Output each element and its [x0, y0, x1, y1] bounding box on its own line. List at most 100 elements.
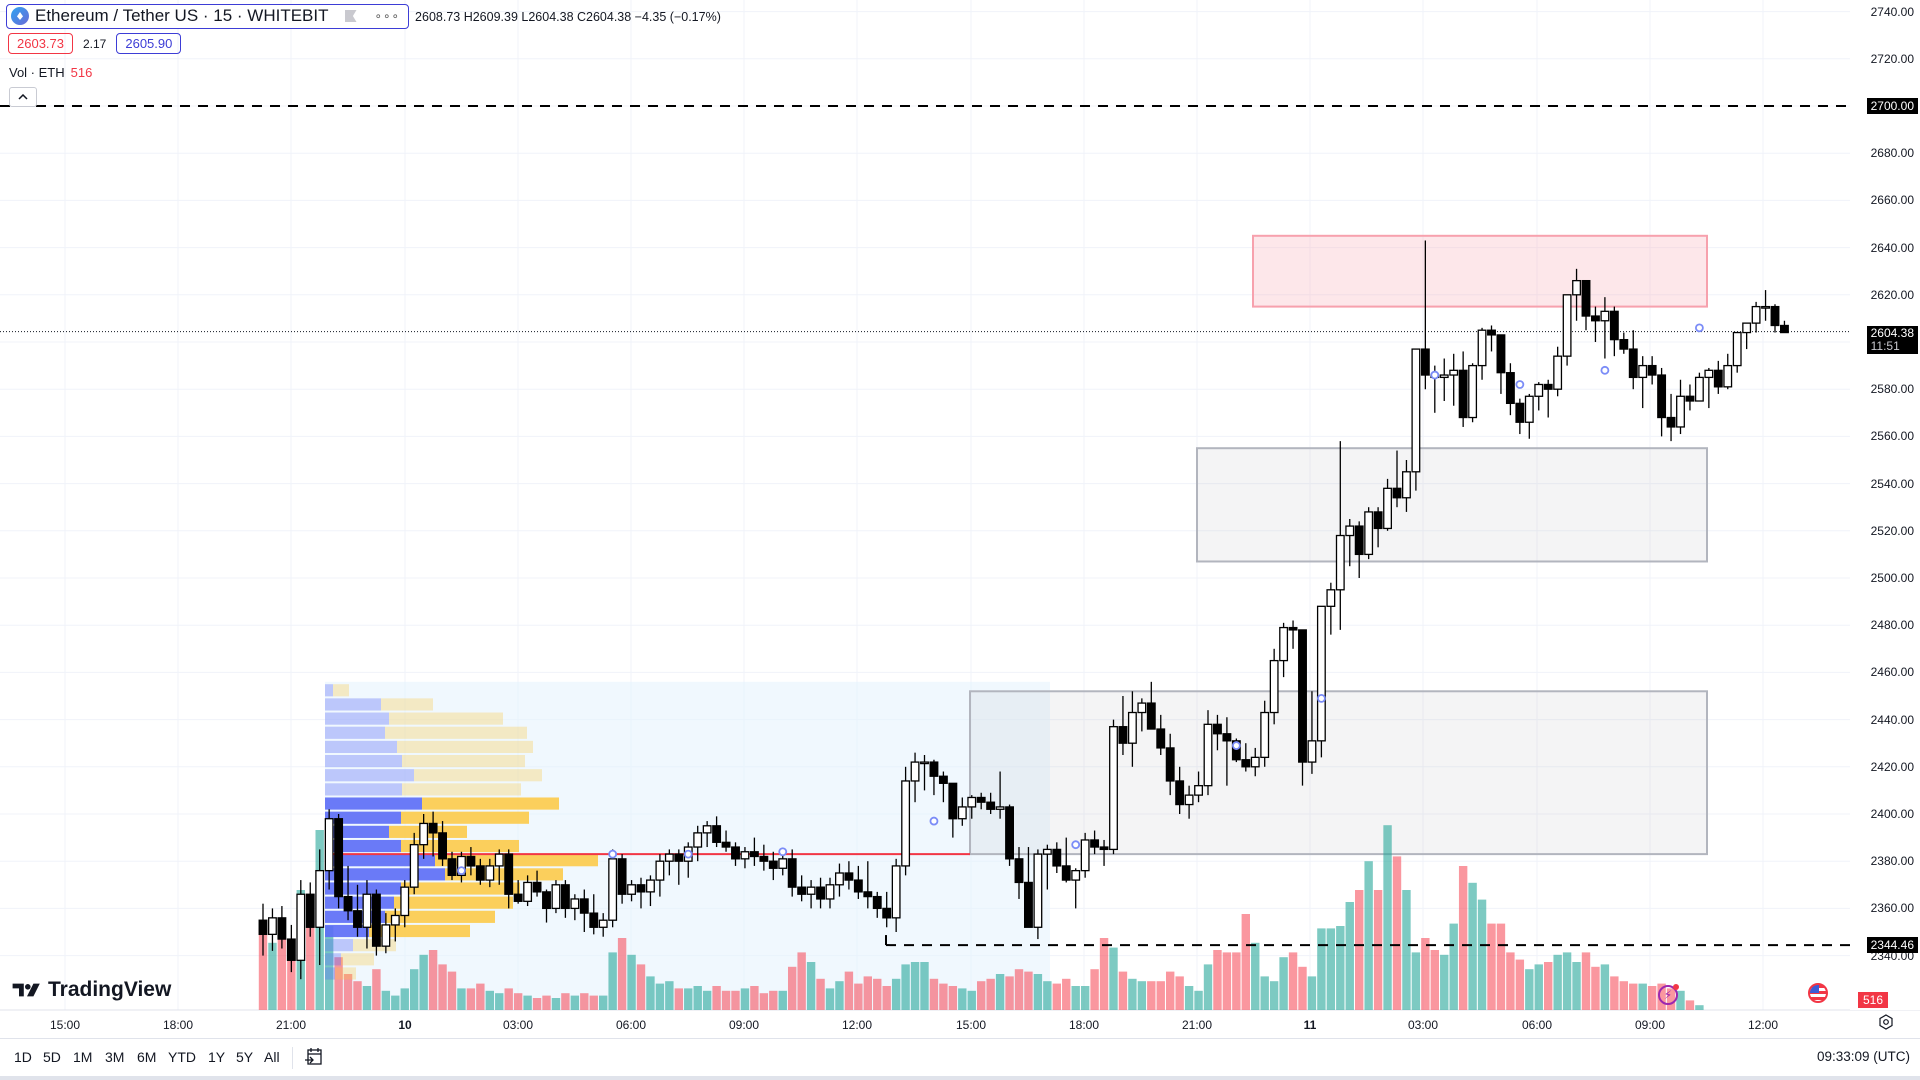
candle	[948, 782, 958, 820]
candle	[1543, 383, 1553, 390]
volume-bar	[324, 926, 334, 1010]
dividend-marker-icon[interactable]	[1515, 380, 1525, 389]
dividend-marker-icon[interactable]	[1317, 693, 1326, 703]
us-economic-event-icon[interactable]	[1808, 983, 1828, 1003]
candle	[1770, 305, 1780, 327]
range-button-1d[interactable]: 1D	[14, 1049, 32, 1065]
candle	[466, 855, 476, 867]
candle	[929, 761, 939, 777]
volume-bar	[863, 976, 872, 1010]
time-axis-label: 11	[1303, 1018, 1317, 1032]
dividend-marker-icon[interactable]	[608, 849, 618, 859]
dividend-marker-icon[interactable]	[778, 847, 788, 857]
price-axis-bg	[1850, 0, 1920, 1010]
dividend-marker-icon[interactable]	[683, 849, 693, 859]
candle	[334, 818, 344, 898]
candle	[995, 806, 1005, 810]
candle	[1402, 471, 1411, 499]
range-button-5y[interactable]: 5Y	[236, 1049, 254, 1065]
volume-profile-up-bar	[325, 755, 402, 768]
time-axis[interactable]: 15:00 18:00 21:00 10 03:00 06:00 09:00 12:00 15:…	[0, 1010, 1920, 1038]
volume-profile-up-bar	[325, 698, 381, 711]
volume-bar	[1572, 962, 1581, 1010]
volume-bar	[1241, 914, 1250, 1010]
candle	[1638, 364, 1648, 379]
collapse-legend-button[interactable]	[9, 87, 37, 107]
time-axis-label: 12:00	[1747, 1018, 1779, 1032]
candle	[1704, 369, 1714, 379]
candle	[1477, 329, 1487, 367]
volume-bar	[1118, 971, 1128, 1010]
volume-profile-up-bar	[325, 684, 333, 697]
dividend-marker-icon[interactable]	[1231, 741, 1241, 750]
candle	[1449, 369, 1459, 376]
more-options-icon[interactable]: ∘∘∘	[374, 9, 401, 23]
candle	[1127, 711, 1137, 744]
tradingview-logo[interactable]: TradingView	[12, 978, 171, 1002]
candle	[258, 919, 268, 936]
price-tag-2344: 2344.46	[1866, 937, 1918, 954]
candle	[1269, 659, 1279, 714]
time-axis-label: 12:00	[841, 1018, 873, 1032]
dividend-marker-icon[interactable]	[929, 816, 939, 826]
price-axis-label: 2660.00	[1870, 193, 1914, 208]
volume-bar	[1487, 923, 1496, 1010]
flag-icon[interactable]	[344, 10, 357, 22]
volume-bar	[268, 942, 277, 1010]
dividend-marker-icon[interactable]	[457, 866, 466, 876]
candle	[1581, 279, 1591, 317]
dividend-marker-icon[interactable]	[1430, 370, 1440, 380]
supply-zone[interactable]	[1252, 234, 1708, 308]
volume-bar	[1458, 866, 1468, 1010]
dividend-marker-icon[interactable]	[1695, 323, 1704, 333]
candle	[475, 865, 485, 881]
sell-price-button[interactable]: 2603.73	[8, 33, 73, 54]
candle	[627, 884, 636, 895]
volume-profile-up-bar	[325, 769, 414, 782]
volume-bar	[1411, 952, 1421, 1010]
price-axis-label: 2360.00	[1870, 901, 1914, 916]
range-button-3m[interactable]: 3M	[105, 1049, 125, 1065]
volume-profile-down-bar	[394, 896, 513, 909]
price-axis-label: 2520.00	[1870, 523, 1914, 538]
candle	[286, 938, 296, 961]
volume-bar	[674, 988, 683, 1010]
volume-bar	[1326, 928, 1336, 1010]
candle	[1080, 839, 1090, 872]
buy-price-button[interactable]: 2605.90	[116, 33, 182, 54]
demand-zone-lower[interactable]	[969, 690, 1708, 856]
range-button-5d[interactable]: 5D	[43, 1049, 61, 1065]
dividend-marker-icon[interactable]	[1600, 365, 1610, 375]
dividend-marker-icon[interactable]	[1071, 840, 1081, 850]
volume-bar	[646, 976, 655, 1010]
range-button-ytd[interactable]: YTD	[168, 1049, 196, 1065]
price-axis-label: 2400.00	[1870, 807, 1914, 821]
candle	[1241, 759, 1251, 768]
settings-icon[interactable]	[1878, 1014, 1894, 1030]
lightning-events-icon[interactable]: ⚡	[1658, 984, 1679, 1005]
range-button-1m[interactable]: 1M	[73, 1049, 93, 1065]
volume-bar	[844, 971, 854, 1010]
range-button-1y[interactable]: 1Y	[208, 1049, 226, 1065]
candle	[986, 801, 996, 810]
candle	[825, 884, 835, 900]
volume-profile-down-bar	[385, 726, 527, 739]
range-button-all[interactable]: All	[264, 1049, 280, 1065]
demand-zone-upper[interactable]	[1196, 447, 1708, 563]
symbol-selector[interactable]: Ethereum / Tether US · 15 · WHITEBIT ∘∘∘	[6, 4, 410, 29]
volume-bar	[1355, 890, 1364, 1010]
volume-bar	[778, 990, 787, 1010]
chevron-up-icon	[18, 94, 28, 100]
volume-profile-down-bar	[381, 698, 433, 711]
candle	[1194, 785, 1203, 796]
range-button-6m[interactable]: 6M	[137, 1049, 157, 1065]
utc-clock[interactable]: 09:33:09 (UTC)	[1816, 1049, 1910, 1064]
candle	[1005, 806, 1014, 860]
symbol-title: Ethereum / Tether US · 15 · WHITEBIT	[35, 6, 329, 25]
volume-bar	[580, 993, 589, 1010]
price-axis-label: 2720.00	[1870, 51, 1914, 66]
volume-profile-up-bar	[325, 712, 389, 725]
go-to-date-icon[interactable]	[303, 1046, 325, 1068]
spread-value: 2.17	[83, 36, 107, 51]
